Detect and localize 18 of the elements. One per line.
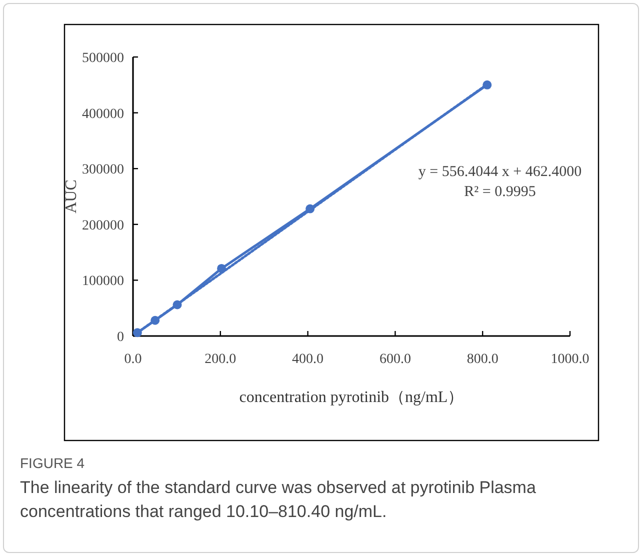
annotation: y = 556.4044 x + 462.4000 — [418, 164, 582, 180]
x-tick-label: 200.0 — [204, 352, 236, 367]
y-tick-label: 300000 — [82, 162, 124, 178]
y-tick-label: 0 — [117, 330, 124, 345]
x-tick-label: 0.0 — [124, 352, 142, 367]
x-tick-label: 1000.0 — [550, 352, 590, 367]
y-tick-label: 500000 — [82, 51, 124, 66]
y-axis-title: AUC — [63, 180, 80, 214]
text: The linearity of the standard curve was observed at pyrotinib Plasma concentrations that ranged 10.10–810.40 ng/mL. — [20, 477, 537, 523]
y-tick-label: 400000 — [82, 106, 124, 122]
x-tick-label: 600.0 — [379, 352, 411, 367]
y-tick-label: 100000 — [82, 274, 124, 290]
annotation: R² = 0.9995 — [464, 184, 536, 200]
y-tick-label: 200000 — [82, 218, 124, 234]
x-tick-label: 800.0 — [466, 352, 498, 367]
x-axis-title: concentration pyrotinib（ng/mL） — [239, 389, 464, 406]
caption: FIGURE 4 — [20, 455, 85, 471]
x-tick-label: 400.0 — [292, 352, 324, 367]
